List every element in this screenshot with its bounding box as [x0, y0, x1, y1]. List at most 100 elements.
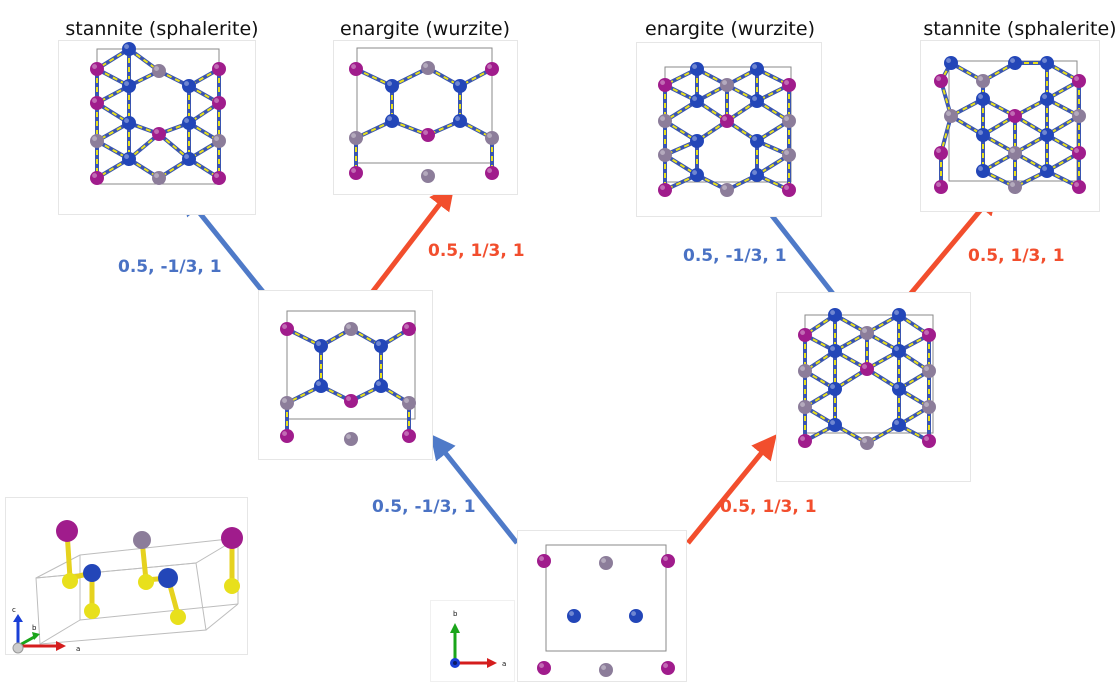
- atom: [860, 436, 874, 450]
- atom-highlight: [1010, 182, 1015, 187]
- atom: [976, 92, 990, 106]
- atom-highlight: [214, 136, 219, 141]
- structure-panel-stannite-right: [920, 40, 1100, 212]
- atom: [750, 62, 764, 76]
- atom: [122, 42, 136, 56]
- atom: [629, 609, 643, 623]
- atom: [976, 74, 990, 88]
- atom-highlight: [784, 80, 789, 85]
- atom: [421, 128, 435, 142]
- atom-highlight: [692, 136, 697, 141]
- axis-label-c: c: [12, 606, 16, 614]
- axis-triad-perspective: c b a: [12, 606, 80, 654]
- atom: [212, 62, 226, 76]
- atom: [182, 152, 196, 166]
- atom-highlight: [784, 150, 789, 155]
- atom-highlight: [660, 150, 665, 155]
- atom-highlight: [894, 310, 899, 315]
- atom-highlight: [830, 384, 835, 389]
- atom: [385, 79, 399, 93]
- atom-highlight: [346, 434, 351, 439]
- title-enargite-left: enargite (wurzite): [340, 18, 510, 40]
- atom: [828, 418, 842, 432]
- perspective-unit-cell-panel: c b a: [5, 497, 248, 655]
- atom: [314, 379, 328, 393]
- atom: [152, 127, 166, 141]
- atom: [280, 322, 294, 336]
- atom: [944, 109, 958, 123]
- atom: [402, 396, 416, 410]
- atom: [374, 339, 388, 353]
- atom: [122, 152, 136, 166]
- vector-label-red-3: 0.5, 1/3, 1: [720, 497, 817, 517]
- atom-highlight: [423, 63, 428, 68]
- axis-triad-plan: b a: [450, 610, 506, 668]
- atom: [661, 554, 675, 568]
- atom: [344, 432, 358, 446]
- atom: [750, 168, 764, 182]
- atom-highlight: [92, 64, 97, 69]
- atom-highlight: [978, 130, 983, 135]
- atom: [1072, 109, 1086, 123]
- atom-highlight: [894, 420, 899, 425]
- atom-highlight: [184, 81, 189, 86]
- perspective-unit-cell: c b a: [12, 520, 243, 654]
- structure-panel-stannite-left: [58, 40, 256, 215]
- atom-highlight: [282, 398, 287, 403]
- atom: [934, 180, 948, 194]
- atom: [182, 79, 196, 93]
- atom-highlight: [784, 185, 789, 190]
- atom-highlight: [184, 118, 189, 124]
- atom-highlight: [124, 118, 129, 124]
- atom: [720, 78, 734, 92]
- atom-highlight: [722, 80, 727, 85]
- atom-highlight: [784, 116, 789, 122]
- atom: [658, 78, 672, 92]
- atom-highlight: [692, 64, 697, 69]
- atom: [453, 79, 467, 93]
- atom-highlight: [487, 64, 492, 69]
- atom: [798, 400, 812, 414]
- atom-highlight: [214, 173, 219, 178]
- atom: [1072, 180, 1086, 194]
- crystal-structure-projection: [349, 47, 499, 183]
- atom: [1008, 109, 1022, 123]
- atom: [922, 434, 936, 448]
- atom-highlight: [387, 81, 392, 86]
- atom: [798, 364, 812, 378]
- atom-highlight: [660, 116, 665, 122]
- atom: [567, 609, 581, 623]
- atom: [1008, 180, 1022, 194]
- atom: [402, 322, 416, 336]
- bonds: [354, 66, 494, 175]
- atom-highlight: [862, 364, 867, 369]
- atom: [720, 114, 734, 128]
- atoms: [537, 554, 675, 677]
- atom: [421, 169, 435, 183]
- atom: [152, 171, 166, 185]
- atom-highlight: [214, 98, 219, 103]
- atom: [1072, 146, 1086, 160]
- atom-highlight: [1042, 58, 1047, 63]
- atom-highlight: [722, 185, 727, 190]
- title-stannite-left: stannite (sphalerite): [65, 18, 259, 40]
- atom-highlight: [800, 330, 805, 335]
- axis-triad-plan-panel: b a: [430, 600, 515, 682]
- structure-panel-enargite-left: [333, 40, 518, 195]
- arrow-blue-bottom-to-mid-left: [430, 434, 519, 545]
- atom-highlight: [663, 556, 668, 561]
- atom-highlight: [346, 324, 351, 329]
- atom: [152, 64, 166, 78]
- atom: [599, 556, 613, 570]
- atom: [485, 166, 499, 180]
- atom-highlight: [752, 170, 757, 175]
- atom: [182, 116, 196, 130]
- atom-highlight: [282, 431, 287, 436]
- perspective-atoms: [56, 520, 243, 625]
- atom-highlight: [1074, 148, 1079, 153]
- atom: [720, 183, 734, 197]
- atom: [280, 396, 294, 410]
- atom: [782, 114, 796, 128]
- atom-highlight: [351, 168, 356, 173]
- vector-label-blue-2: 0.5, -1/3, 1: [683, 246, 787, 266]
